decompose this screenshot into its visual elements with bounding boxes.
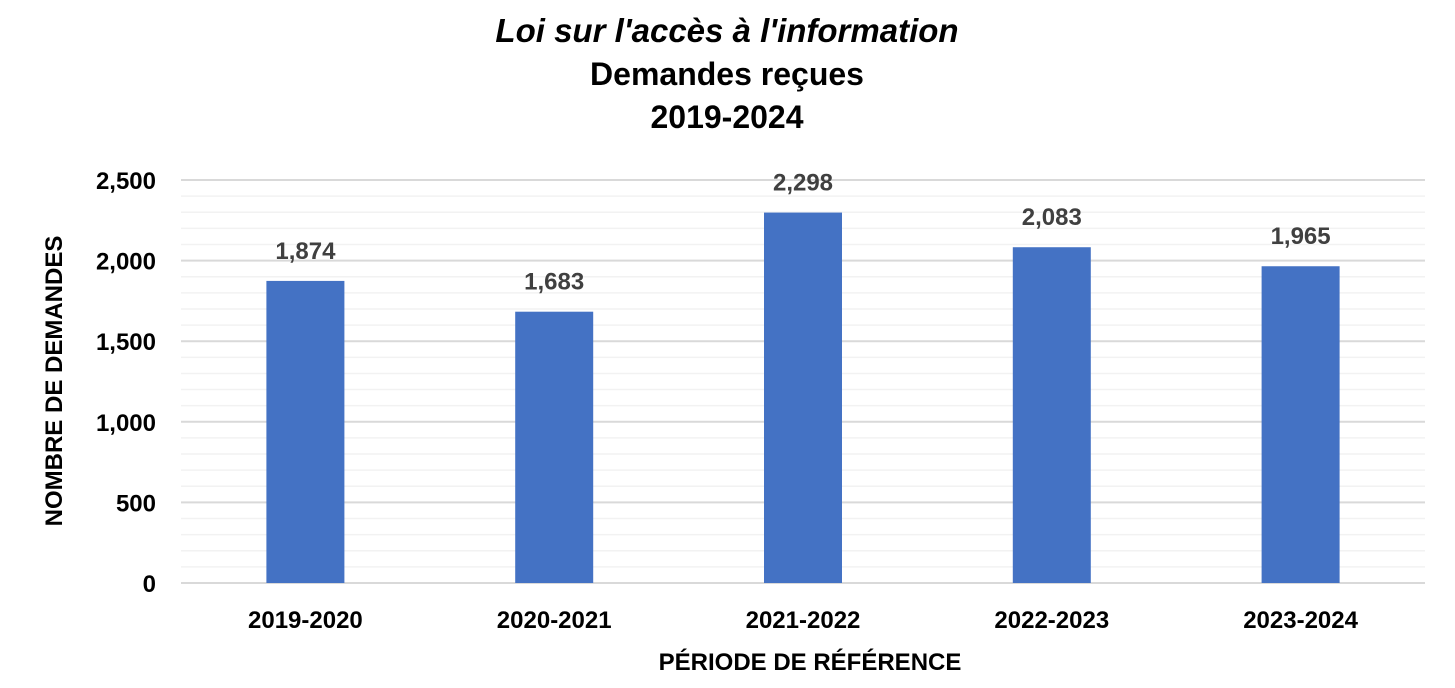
data-label: 1,683: [524, 269, 584, 296]
data-label: 2,083: [1022, 204, 1082, 231]
bar: [1012, 247, 1091, 583]
x-tick-label: 2022-2023: [994, 607, 1109, 634]
x-axis-label: PÉRIODE DE RÉFÉRENCE: [659, 648, 962, 676]
bar: [1261, 266, 1340, 583]
value-labels: 1,874 1,683 2,298 2,083 1,965: [275, 170, 1330, 296]
x-tick-label: 2021-2022: [746, 607, 861, 634]
y-tick-label: 500: [116, 490, 156, 517]
bar: [266, 280, 345, 583]
y-tick-label: 1,500: [96, 329, 156, 356]
chart-subtitle-years: 2019-2024: [650, 99, 803, 135]
x-tick-label: 2020-2021: [497, 607, 612, 634]
bars: [266, 212, 1340, 584]
data-label: 1,965: [1271, 223, 1331, 250]
chart-title: Loi sur l'accès à l'information: [495, 12, 958, 49]
y-tick-label: 2,500: [96, 168, 156, 195]
data-label: 1,874: [275, 238, 336, 265]
bar: [764, 212, 842, 584]
y-tick-label: 0: [143, 571, 156, 598]
x-tick-label: 2023-2024: [1243, 607, 1358, 634]
chart-subtitle: Demandes reçues: [590, 56, 864, 92]
x-axis-ticks: 2019-2020 2020-2021 2021-2022 2022-2023 2023…: [248, 607, 1359, 634]
y-axis-label: NOMBRE DE DEMANDES: [41, 236, 68, 527]
bar: [515, 311, 594, 583]
y-tick-label: 2,000: [96, 249, 156, 276]
x-tick-label: 2019-2020: [248, 607, 363, 634]
y-tick-label: 1,000: [96, 410, 156, 437]
y-axis-ticks: 0 500 1,000 1,500 2,000 2,500: [96, 168, 156, 598]
data-label: 2,298: [773, 170, 833, 197]
